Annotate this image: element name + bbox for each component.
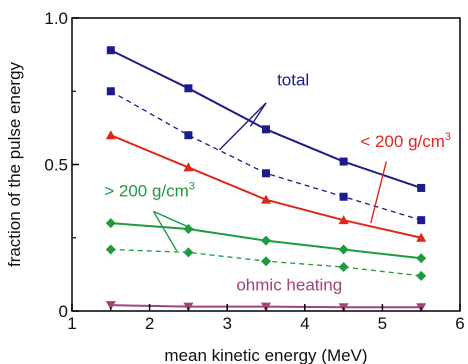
- data-point: [262, 169, 270, 177]
- data-point: [416, 253, 426, 263]
- data-point: [340, 193, 348, 201]
- data-point: [106, 218, 116, 228]
- annotation-text: > 200 g/cm: [104, 182, 189, 201]
- x-axis-label: mean kinetic energy (MeV): [164, 346, 367, 364]
- data-point: [183, 247, 193, 257]
- data-point: [416, 271, 426, 281]
- annotation-label: < 200 g/cm3: [360, 131, 451, 151]
- y-tick-label: 1.0: [44, 9, 68, 28]
- data-point: [261, 256, 271, 266]
- series-line: [111, 50, 421, 188]
- y-tick-label: 0: [59, 302, 68, 321]
- x-tick-label: 6: [455, 314, 464, 333]
- annotation-text: < 200 g/cm: [360, 132, 445, 151]
- data-point: [339, 262, 349, 272]
- annotation-superscript: 3: [189, 181, 195, 193]
- data-point: [106, 130, 116, 139]
- data-point: [262, 125, 270, 133]
- annotation-superscript: 3: [445, 131, 451, 143]
- annotation-label: total: [277, 70, 309, 89]
- x-tick-label: 1: [67, 314, 76, 333]
- y-axis-label: fraction of the pulse energy: [5, 61, 24, 267]
- data-point: [107, 87, 115, 95]
- data-point: [340, 158, 348, 166]
- data-point: [417, 184, 425, 192]
- x-tick-label: 4: [300, 314, 309, 333]
- data-point: [107, 46, 115, 54]
- data-point: [339, 244, 349, 254]
- plot-frame: [72, 18, 460, 311]
- data-point: [106, 244, 116, 254]
- data-point: [261, 236, 271, 246]
- annotation-text: ohmic heating: [236, 275, 342, 294]
- x-tick-label: 2: [145, 314, 154, 333]
- annotation-label: > 200 g/cm3: [104, 181, 195, 201]
- pointer-line: [250, 103, 266, 126]
- series-layer: [106, 46, 426, 312]
- annotation-text: total: [277, 70, 309, 89]
- x-tick-label: 3: [222, 314, 231, 333]
- data-point: [184, 131, 192, 139]
- x-tick-label: 5: [378, 314, 387, 333]
- data-point: [417, 216, 425, 224]
- annotation-label: ohmic heating: [236, 275, 342, 294]
- y-tick-label: 0.5: [44, 156, 68, 175]
- data-point: [184, 84, 192, 92]
